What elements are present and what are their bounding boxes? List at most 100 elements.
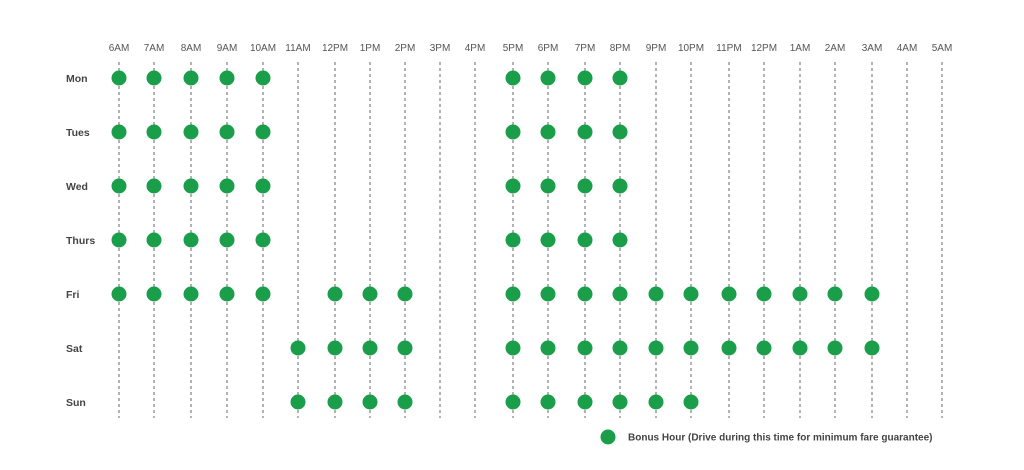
bonus-hour-dot — [612, 124, 628, 140]
bonus-hour-dot — [540, 340, 556, 356]
x-tick-label: 11PM — [716, 43, 741, 54]
bonus-hour-dot — [146, 178, 162, 194]
day-label-wed: Wed — [66, 181, 88, 193]
day-label-sun: Sun — [66, 397, 86, 409]
bonus-hour-dot — [290, 340, 306, 356]
bonus-hour-dot — [255, 286, 271, 302]
bonus-hour-dot — [111, 178, 127, 194]
bonus-hour-dot — [255, 70, 271, 86]
x-tick-label: 7PM — [575, 43, 596, 54]
legend-marker — [600, 429, 616, 445]
bonus-hour-dot — [683, 394, 699, 410]
day-label-thurs: Thurs — [66, 235, 95, 247]
bonus-hour-dot — [397, 394, 413, 410]
bonus-hour-dot — [864, 340, 880, 356]
bonus-hour-markers — [111, 70, 880, 410]
x-tick-label: 5AM — [932, 43, 953, 54]
bonus-hour-dot — [505, 340, 521, 356]
bonus-hour-dot — [111, 70, 127, 86]
bonus-hour-dot — [183, 178, 199, 194]
x-tick-label: 8AM — [181, 43, 202, 54]
bonus-hour-dot — [577, 178, 593, 194]
bonus-hour-dot — [327, 340, 343, 356]
x-tick-label: 2PM — [395, 43, 416, 54]
bonus-hour-dot — [577, 124, 593, 140]
bonus-hour-dot — [111, 232, 127, 248]
x-tick-label: 6PM — [538, 43, 559, 54]
bonus-hour-dot — [505, 394, 521, 410]
day-label-fri: Fri — [66, 289, 80, 301]
bonus-hour-dot — [612, 70, 628, 86]
bonus-hour-dot — [183, 70, 199, 86]
legend-label: Bonus Hour (Drive during this time for m… — [628, 433, 932, 444]
x-tick-label: 10AM — [250, 43, 276, 54]
bonus-hour-dot — [721, 286, 737, 302]
bonus-hour-dot — [183, 286, 199, 302]
day-label-tues: Tues — [66, 127, 90, 139]
bonus-hour-dot — [577, 70, 593, 86]
x-tick-label: 3AM — [862, 43, 883, 54]
bonus-hour-dot — [397, 340, 413, 356]
bonus-hour-dot — [362, 286, 378, 302]
bonus-hour-dot — [255, 178, 271, 194]
x-tick-label: 1AM — [790, 43, 811, 54]
bonus-hour-dot — [219, 286, 235, 302]
x-tick-label: 10PM — [678, 43, 704, 54]
day-label-mon: Mon — [66, 73, 88, 85]
x-tick-label: 1PM — [360, 43, 381, 54]
bonus-hour-dot — [255, 124, 271, 140]
bonus-hour-dot — [648, 340, 664, 356]
bonus-hour-dot — [183, 124, 199, 140]
bonus-hour-dot — [612, 286, 628, 302]
x-tick-label: 9AM — [217, 43, 238, 54]
bonus-hour-dot — [648, 286, 664, 302]
bonus-hour-dot — [540, 124, 556, 140]
bonus-hour-dot — [146, 286, 162, 302]
x-tick-label: 7AM — [144, 43, 165, 54]
x-tick-label: 5PM — [503, 43, 524, 54]
bonus-hour-dot — [756, 340, 772, 356]
x-tick-label: 4PM — [465, 43, 486, 54]
bonus-hour-dot — [327, 286, 343, 302]
bonus-hour-dot — [111, 124, 127, 140]
bonus-hour-dot — [397, 286, 413, 302]
bonus-hour-dot — [505, 232, 521, 248]
bonus-hour-dot — [612, 394, 628, 410]
bonus-hour-dot — [721, 340, 737, 356]
bonus-hour-dot — [146, 70, 162, 86]
bonus-hour-dot — [864, 286, 880, 302]
grid-lines — [118, 62, 943, 418]
bonus-hour-dot — [362, 394, 378, 410]
bonus-hour-dot — [540, 394, 556, 410]
bonus-hour-dot — [219, 124, 235, 140]
bonus-hour-dot — [577, 394, 593, 410]
bonus-hour-dot — [577, 232, 593, 248]
x-tick-label: 9PM — [646, 43, 667, 54]
bonus-hour-dot — [792, 286, 808, 302]
bonus-hour-dot — [505, 70, 521, 86]
bonus-hour-dot — [683, 340, 699, 356]
bonus-hour-dot — [756, 286, 772, 302]
bonus-hour-dot — [505, 178, 521, 194]
bonus-hour-dot — [577, 340, 593, 356]
x-tick-label: 11AM — [285, 43, 310, 54]
bonus-hour-dot — [540, 286, 556, 302]
x-tick-label: 2AM — [825, 43, 846, 54]
y-axis-labels: Mon Tues Wed Thurs Fri Sat Sun — [66, 73, 95, 409]
bonus-hour-dot — [612, 178, 628, 194]
day-label-sat: Sat — [66, 343, 83, 355]
bonus-hour-dot — [183, 232, 199, 248]
x-tick-label: 12PM — [751, 43, 777, 54]
bonus-hour-dot — [612, 340, 628, 356]
x-tick-label: 4AM — [897, 43, 918, 54]
bonus-hour-dot — [327, 394, 343, 410]
bonus-hour-dot — [146, 232, 162, 248]
bonus-hour-dot — [290, 394, 306, 410]
bonus-hour-dot — [505, 286, 521, 302]
bonus-hour-dot — [827, 286, 843, 302]
bonus-hour-dot — [219, 70, 235, 86]
bonus-hour-dot — [219, 232, 235, 248]
bonus-hour-dot — [362, 340, 378, 356]
x-tick-label: 3PM — [430, 43, 451, 54]
